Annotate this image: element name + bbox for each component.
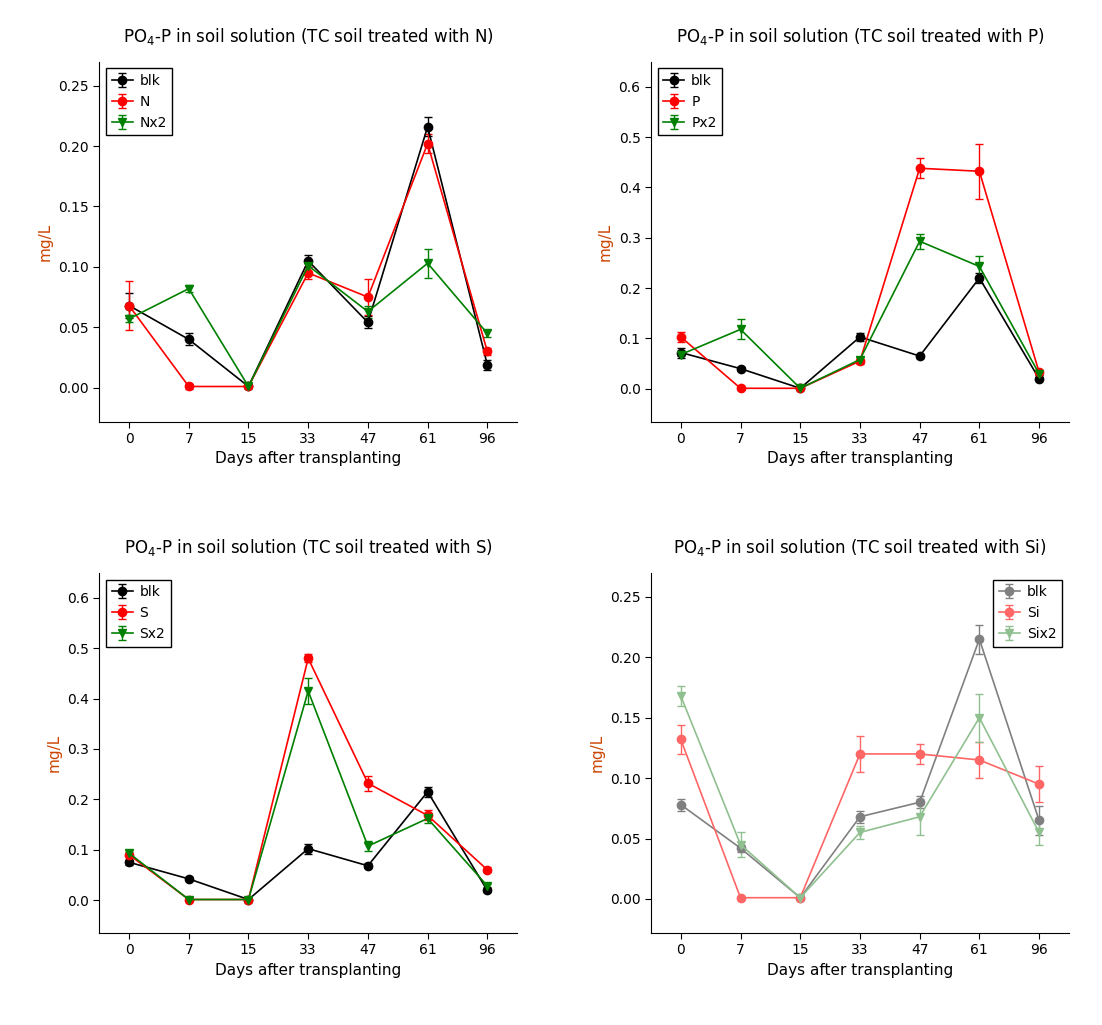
Y-axis label: mg/L: mg/L: [590, 734, 604, 772]
X-axis label: Days after transplanting: Days after transplanting: [215, 962, 401, 978]
Title: PO$_4$-P in soil solution (TC soil treated with S): PO$_4$-P in soil solution (TC soil treat…: [123, 537, 493, 559]
X-axis label: Days after transplanting: Days after transplanting: [215, 451, 401, 466]
Legend: blk, S, Sx2: blk, S, Sx2: [106, 580, 171, 647]
Y-axis label: mg/L: mg/L: [598, 222, 613, 260]
Legend: blk, Si, Six2: blk, Si, Six2: [994, 580, 1062, 647]
Title: PO$_4$-P in soil solution (TC soil treated with Si): PO$_4$-P in soil solution (TC soil treat…: [673, 537, 1047, 559]
Y-axis label: mg/L: mg/L: [37, 222, 53, 260]
Title: PO$_4$-P in soil solution (TC soil treated with P): PO$_4$-P in soil solution (TC soil treat…: [676, 26, 1044, 47]
X-axis label: Days after transplanting: Days after transplanting: [767, 962, 953, 978]
Legend: blk, P, Px2: blk, P, Px2: [658, 69, 722, 135]
Title: PO$_4$-P in soil solution (TC soil treated with N): PO$_4$-P in soil solution (TC soil treat…: [122, 26, 494, 47]
X-axis label: Days after transplanting: Days after transplanting: [767, 451, 953, 466]
Legend: blk, N, Nx2: blk, N, Nx2: [106, 69, 172, 135]
Y-axis label: mg/L: mg/L: [46, 734, 62, 772]
